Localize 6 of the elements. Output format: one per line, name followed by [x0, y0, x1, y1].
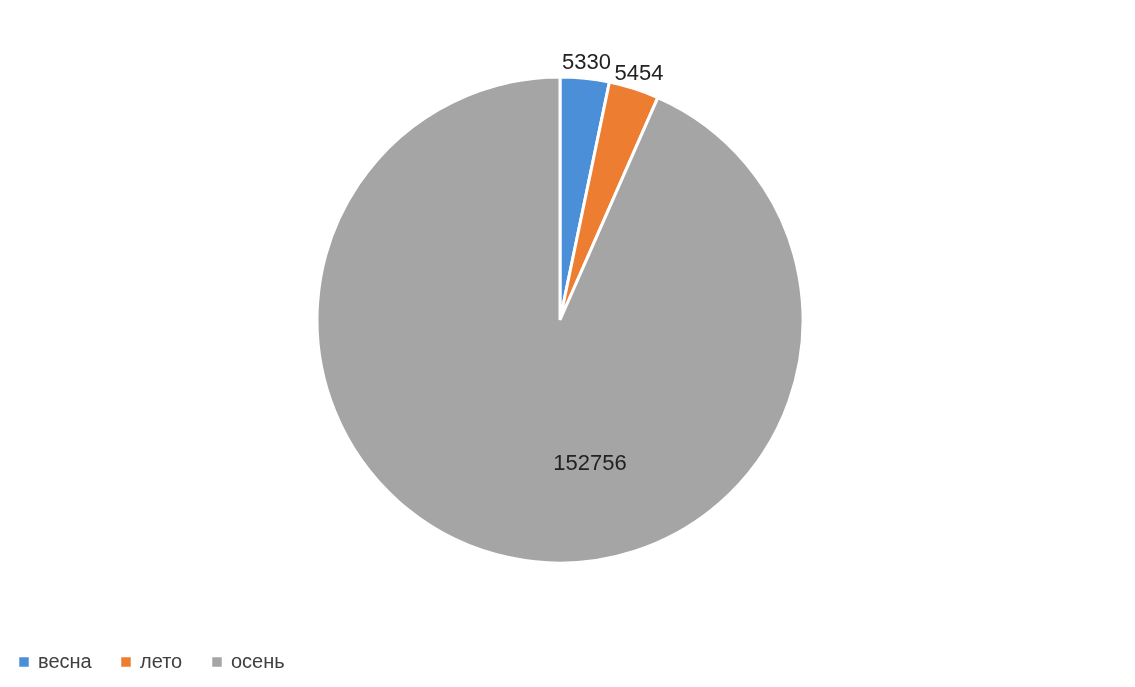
data-label: 5454 [614, 60, 664, 86]
legend-label: лето [140, 650, 183, 672]
data-label: 5330 [562, 49, 611, 75]
data-label: 152756 [553, 449, 627, 475]
legend-label: осень [231, 650, 285, 672]
legend-label: весна [38, 650, 93, 672]
